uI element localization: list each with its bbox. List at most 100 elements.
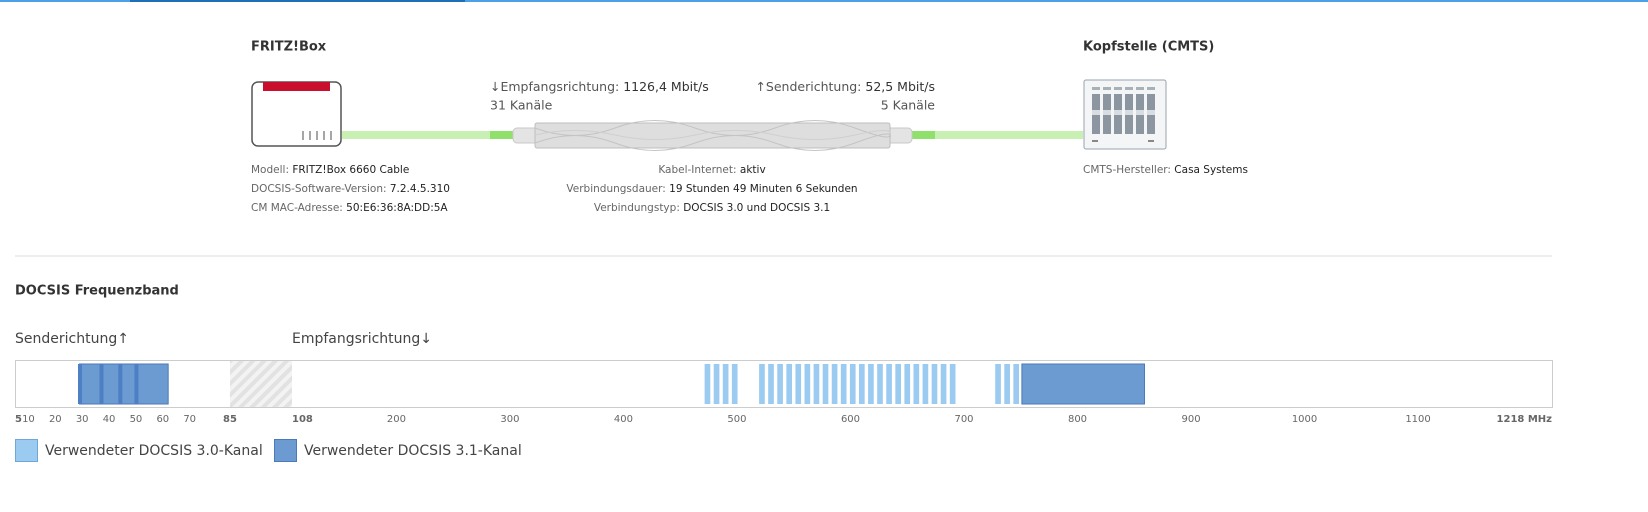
tick-value: 900 [1181, 414, 1200, 425]
info-key: Modell: [251, 164, 289, 176]
cmts-led [1136, 87, 1144, 90]
downstream-30-channel [822, 364, 829, 404]
downstream-30-channel [949, 364, 956, 404]
info-key: Verbindungstyp: [594, 202, 680, 214]
downstream-tick-label: 900 [1181, 414, 1200, 425]
info-value: DOCSIS 3.0 und DOCSIS 3.1 [683, 202, 830, 214]
downstream-30-channel [931, 364, 938, 404]
downstream-30-channel [804, 364, 811, 404]
tick-value: 300 [500, 414, 519, 425]
info-value: 50:E6:36:8A:DD:5A [346, 202, 448, 214]
upstream-tick-label: 85 [223, 414, 237, 425]
downstream-30-channel [913, 364, 920, 404]
upstream-tick-label: 30 [76, 414, 89, 425]
cmts-led [1092, 87, 1100, 90]
downstream-30-channel [722, 364, 729, 404]
downstream-value: 1126,4 Mbit/s [623, 79, 709, 94]
legend-label: Verwendeter DOCSIS 3.1-Kanal [304, 443, 522, 459]
upstream-channels: 5 Kanäle [881, 98, 936, 113]
downstream-30-channel [768, 364, 774, 404]
upstream-label: ↑Senderichtung: [755, 79, 861, 94]
tick-value: 200 [387, 414, 406, 425]
cmts-slot-band [1092, 110, 1100, 115]
downstream-30-channel [995, 364, 1001, 404]
fritzbox-icon [251, 81, 342, 147]
tick-value: 400 [614, 414, 633, 425]
upstream-tick-label: 40 [103, 414, 116, 425]
downstream-30-channel [704, 364, 711, 404]
downstream-label: ↓Empfangsrichtung: [490, 79, 619, 94]
info-value: FRITZ!Box 6660 Cable [292, 164, 409, 176]
info-key: CM MAC-Adresse: [251, 202, 343, 214]
downstream-tick-label: 400 [614, 414, 633, 425]
info-key: Verbindungsdauer: [566, 183, 665, 195]
info-value: 7.2.4.5.310 [390, 183, 450, 195]
tick-value: 800 [1068, 414, 1087, 425]
upstream-30-channel [78, 364, 82, 404]
cmts-slot-band [1147, 110, 1155, 115]
upstream-30-channel [99, 364, 104, 404]
downstream-30-channel [795, 364, 802, 404]
info-value: aktiv [740, 164, 766, 176]
downstream-tick-label: 108 [292, 414, 313, 425]
downstream-31-channel [1021, 363, 1145, 405]
downstream-30-channel [877, 364, 883, 404]
downstream-30-channel [831, 364, 838, 404]
downstream-30-channel [940, 364, 947, 404]
info-line: Kabel-Internet: aktiv [658, 164, 765, 176]
downstream-30-channel [813, 364, 820, 404]
band-title: DOCSIS Frequenzband [15, 284, 179, 299]
tick-value: 1100 [1405, 414, 1430, 425]
downstream-tick-label: 200 [387, 414, 406, 425]
tick-value: 1218 [1497, 414, 1525, 425]
downstream-30-channel [849, 364, 856, 404]
cmts-slot-band [1125, 110, 1133, 115]
upstream-value: 52,5 Mbit/s [865, 79, 935, 94]
upstream-tick-label: 20 [49, 414, 62, 425]
upstream-30-channel [118, 364, 123, 404]
top-bar [0, 0, 1648, 2]
downstream-30-channel [731, 364, 738, 404]
info-line: CM MAC-Adresse: 50:E6:36:8A:DD:5A [251, 202, 448, 214]
downstream-channels: 31 Kanäle [490, 98, 553, 113]
upstream-heading: Senderichtung↑ [15, 331, 129, 347]
info-key: Kabel-Internet: [658, 164, 736, 176]
downstream-rate: ↓Empfangsrichtung: 1126,4 Mbit/s [490, 79, 709, 94]
band: 5 10 20 30 40 50 60 70 85 108 200 300 400 500 600 700 80… [15, 361, 1552, 425]
downstream-tick-label: 700 [954, 414, 973, 425]
legend-label: Verwendeter DOCSIS 3.0-Kanal [45, 443, 263, 459]
downstream-30-channel [922, 364, 929, 404]
legend-swatch [274, 439, 297, 462]
info-line: CMTS-Hersteller: Casa Systems [1083, 164, 1248, 176]
upstream-tick-label: 10 [22, 414, 35, 425]
downstream-tick-label: 600 [841, 414, 860, 425]
downstream-tick-label: 500 [727, 414, 746, 425]
info-line: Modell: FRITZ!Box 6660 Cable [251, 164, 409, 176]
upstream-tick-label: 50 [130, 414, 143, 425]
downstream-30-channel [1013, 364, 1020, 404]
downstream-30-channel [904, 364, 911, 404]
cable [342, 120, 1083, 151]
downstream-tick-label: 1100 [1405, 414, 1430, 425]
downstream-tick-label: 300 [500, 414, 519, 425]
downstream-tick-label: 1000 [1292, 414, 1317, 425]
top-bar-active [130, 0, 465, 2]
reserved-gap [230, 361, 292, 407]
legend: Verwendeter DOCSIS 3.0-Kanal Verwendeter … [15, 439, 522, 462]
cmts-led [1147, 87, 1155, 90]
cmts-led [1114, 87, 1122, 90]
downstream-30-channel [759, 364, 765, 404]
tick-value: 700 [954, 414, 973, 425]
upstream-tick-label: 70 [183, 414, 196, 425]
cmts-slot-band [1114, 110, 1122, 115]
cmts-led [1125, 87, 1133, 90]
info-line: DOCSIS-Software-Version: 7.2.4.5.310 [251, 183, 450, 195]
info-value: Casa Systems [1174, 164, 1248, 176]
tick-value: 108 [292, 414, 313, 425]
cmts-title: Kopfstelle (CMTS) [1083, 40, 1214, 55]
downstream-tick-label: 800 [1068, 414, 1087, 425]
cmts-slot-band [1136, 110, 1144, 115]
info-line: Verbindungstyp: DOCSIS 3.0 und DOCSIS 3.… [594, 202, 830, 214]
cmts-led [1103, 87, 1111, 90]
